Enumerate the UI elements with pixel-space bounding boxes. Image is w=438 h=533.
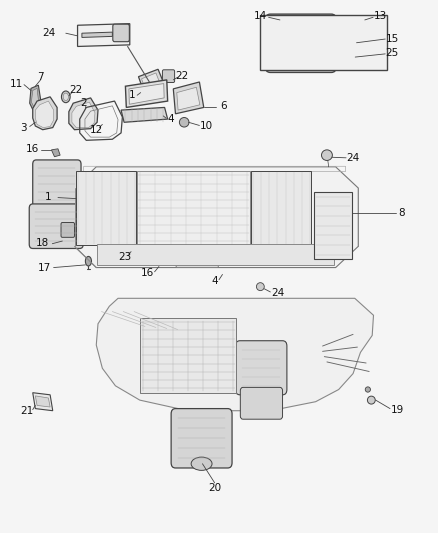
Bar xyxy=(314,192,352,259)
Polygon shape xyxy=(74,167,358,268)
FancyBboxPatch shape xyxy=(33,160,81,208)
Bar xyxy=(260,14,387,70)
Ellipse shape xyxy=(350,51,357,58)
Text: 19: 19 xyxy=(391,405,404,415)
Ellipse shape xyxy=(87,182,126,232)
FancyBboxPatch shape xyxy=(176,243,219,268)
Bar xyxy=(97,244,334,265)
Bar xyxy=(137,171,251,245)
Text: 3: 3 xyxy=(20,123,26,133)
Text: 16: 16 xyxy=(141,268,154,278)
Text: 7: 7 xyxy=(37,71,44,82)
FancyBboxPatch shape xyxy=(269,18,332,68)
Ellipse shape xyxy=(345,38,354,49)
Text: 24: 24 xyxy=(42,28,56,38)
Polygon shape xyxy=(32,88,39,107)
Text: 8: 8 xyxy=(399,208,405,219)
Text: 11: 11 xyxy=(10,78,23,88)
FancyBboxPatch shape xyxy=(162,70,175,83)
Polygon shape xyxy=(30,85,41,110)
Polygon shape xyxy=(33,97,57,130)
Polygon shape xyxy=(125,243,140,253)
Polygon shape xyxy=(82,32,113,37)
Polygon shape xyxy=(41,204,51,209)
Text: 15: 15 xyxy=(385,34,399,44)
FancyBboxPatch shape xyxy=(171,409,232,468)
Polygon shape xyxy=(35,101,53,127)
Polygon shape xyxy=(33,393,53,411)
Text: 24: 24 xyxy=(271,288,284,298)
Text: 4: 4 xyxy=(167,114,173,124)
Text: 25: 25 xyxy=(385,49,399,58)
Bar xyxy=(140,318,237,393)
Text: 23: 23 xyxy=(118,252,131,262)
Text: 10: 10 xyxy=(199,121,212,131)
Text: 2: 2 xyxy=(80,98,87,108)
Ellipse shape xyxy=(367,396,375,404)
FancyBboxPatch shape xyxy=(29,204,83,248)
Text: 22: 22 xyxy=(175,70,189,80)
Polygon shape xyxy=(141,73,161,92)
Polygon shape xyxy=(173,82,204,114)
Ellipse shape xyxy=(191,457,212,470)
Polygon shape xyxy=(69,98,98,130)
Text: 20: 20 xyxy=(208,483,221,493)
Ellipse shape xyxy=(180,117,189,127)
Text: 1: 1 xyxy=(45,191,52,201)
Polygon shape xyxy=(129,84,164,104)
Text: 12: 12 xyxy=(90,125,103,135)
Text: 16: 16 xyxy=(26,144,39,154)
Text: 22: 22 xyxy=(70,85,83,95)
FancyBboxPatch shape xyxy=(265,14,336,72)
Polygon shape xyxy=(177,87,200,110)
Polygon shape xyxy=(35,396,50,407)
FancyBboxPatch shape xyxy=(113,24,129,42)
Ellipse shape xyxy=(63,93,68,101)
Bar xyxy=(76,171,136,245)
Polygon shape xyxy=(96,298,374,411)
Bar xyxy=(251,171,311,245)
FancyBboxPatch shape xyxy=(240,387,283,419)
Polygon shape xyxy=(125,80,168,108)
Text: 14: 14 xyxy=(254,11,267,21)
FancyBboxPatch shape xyxy=(236,341,287,395)
Ellipse shape xyxy=(61,91,70,103)
Ellipse shape xyxy=(266,187,297,227)
Ellipse shape xyxy=(85,256,92,266)
Text: 6: 6 xyxy=(220,101,226,111)
Ellipse shape xyxy=(256,282,264,290)
Ellipse shape xyxy=(262,182,301,232)
Ellipse shape xyxy=(365,387,371,392)
Ellipse shape xyxy=(348,60,355,68)
Polygon shape xyxy=(121,108,168,122)
Polygon shape xyxy=(72,102,95,127)
Polygon shape xyxy=(138,69,165,93)
Text: 24: 24 xyxy=(346,153,360,163)
Text: 4: 4 xyxy=(212,276,218,286)
Text: 18: 18 xyxy=(36,238,49,248)
Text: 21: 21 xyxy=(20,406,33,416)
FancyBboxPatch shape xyxy=(61,222,74,237)
Polygon shape xyxy=(78,23,130,46)
Polygon shape xyxy=(51,149,60,157)
Text: 1: 1 xyxy=(129,90,135,100)
Text: 17: 17 xyxy=(37,263,51,272)
Text: 13: 13 xyxy=(374,11,387,21)
Ellipse shape xyxy=(92,187,122,227)
Ellipse shape xyxy=(321,150,332,160)
